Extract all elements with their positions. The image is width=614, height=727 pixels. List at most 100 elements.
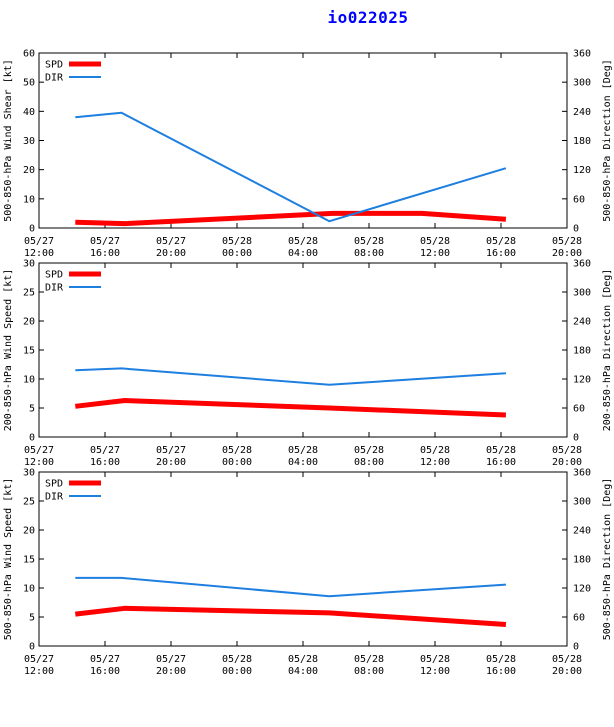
x-tick-label-time: 04:00 (288, 666, 318, 677)
y2-tick-label: 360 (573, 49, 591, 60)
y2-tick-label: 240 (573, 317, 591, 328)
y2-tick-label: 240 (573, 526, 591, 537)
legend-label-spd: SPD (45, 60, 63, 71)
x-tick-label-time: 20:00 (156, 457, 186, 468)
y2-tick-label: 60 (573, 404, 585, 415)
series-line-dir (75, 367, 506, 386)
y-axis-label: 500-850-hPa Wind Shear [kt] (3, 59, 14, 222)
y-tick-label: 30 (23, 259, 35, 270)
legend-label-spd: SPD (45, 270, 63, 281)
series-line-dir (75, 111, 507, 223)
y2-tick-label: 0 (573, 433, 579, 444)
x-tick-label-time: 12:00 (24, 666, 54, 677)
x-tick-label-time: 00:00 (222, 248, 252, 259)
y2-tick-label: 180 (573, 346, 591, 357)
x-tick-label-date: 05/28 (288, 236, 318, 247)
y2-tick-label: 120 (573, 584, 591, 595)
x-tick-label-date: 05/28 (552, 445, 582, 456)
x-tick-label-date: 05/28 (486, 236, 516, 247)
x-tick-label-date: 05/27 (90, 236, 120, 247)
y-tick-label: 0 (29, 224, 35, 235)
y-tick-label: 20 (23, 317, 35, 328)
x-tick-label-date: 05/27 (90, 654, 120, 665)
plot-frame (38, 471, 568, 647)
y2-tick-label: 180 (573, 555, 591, 566)
x-tick-label-date: 05/28 (288, 445, 318, 456)
plot-frame (38, 52, 568, 229)
x-tick-label-date: 05/27 (156, 445, 186, 456)
x-tick-label-time: 16:00 (90, 457, 120, 468)
x-tick-label-time: 16:00 (486, 457, 516, 468)
y-axis-label: 500-850-hPa Wind Speed [kt] (3, 478, 14, 641)
x-tick-label-time: 00:00 (222, 457, 252, 468)
chart-panel-3: 05101520253006012018024030036005/2712:00… (3, 468, 613, 678)
x-tick-label-time: 20:00 (552, 248, 582, 259)
x-tick-label-date: 05/28 (420, 445, 450, 456)
x-tick-label-date: 05/27 (24, 236, 54, 247)
legend-label-dir: DIR (45, 492, 64, 503)
x-tick-label-date: 05/28 (420, 236, 450, 247)
y2-tick-label: 360 (573, 468, 591, 479)
y2-tick-label: 180 (573, 136, 591, 147)
y2-tick-label: 0 (573, 224, 579, 235)
x-tick-label-date: 05/27 (24, 445, 54, 456)
y-tick-label: 10 (23, 194, 35, 205)
x-tick-label-time: 08:00 (354, 666, 384, 677)
y2-tick-label: 60 (573, 613, 585, 624)
plot-frame (38, 262, 568, 438)
y2-tick-label: 300 (573, 288, 591, 299)
chart-panel-2: 05101520253006012018024030036005/2712:00… (3, 259, 613, 469)
x-tick-label-time: 20:00 (552, 457, 582, 468)
y-tick-label: 40 (23, 107, 35, 118)
y2-tick-label: 120 (573, 165, 591, 176)
y2-tick-label: 60 (573, 194, 585, 205)
y-tick-label: 5 (29, 613, 35, 624)
x-tick-label-time: 12:00 (420, 666, 450, 677)
legend-label-dir: DIR (45, 283, 64, 294)
y-tick-label: 0 (29, 642, 35, 653)
x-tick-label-date: 05/27 (156, 654, 186, 665)
y2-axis-label: 500-850-hPa Direction [Deg] (602, 478, 613, 641)
x-tick-label-date: 05/28 (354, 445, 384, 456)
x-tick-label-date: 05/28 (552, 236, 582, 247)
x-tick-label-date: 05/28 (222, 654, 252, 665)
y-tick-label: 15 (23, 346, 35, 357)
y-tick-label: 20 (23, 165, 35, 176)
y-tick-label: 25 (23, 288, 35, 299)
x-tick-label-time: 12:00 (420, 457, 450, 468)
y2-tick-label: 300 (573, 497, 591, 508)
x-tick-label-date: 05/28 (486, 654, 516, 665)
x-tick-label-date: 05/27 (156, 236, 186, 247)
x-tick-label-date: 05/28 (222, 445, 252, 456)
series-line-spd (75, 398, 506, 418)
y-tick-label: 10 (23, 375, 35, 386)
x-tick-label-time: 04:00 (288, 457, 318, 468)
y2-tick-label: 360 (573, 259, 591, 270)
y2-axis-label: 200-850-hPa Direction [Deg] (602, 269, 613, 432)
y-tick-label: 10 (23, 584, 35, 595)
y2-axis-label: 500-850-hPa Direction [Deg] (602, 59, 613, 222)
y-tick-label: 5 (29, 404, 35, 415)
x-tick-label-time: 20:00 (552, 666, 582, 677)
x-tick-label-time: 16:00 (90, 666, 120, 677)
x-tick-label-date: 05/28 (420, 654, 450, 665)
y2-tick-label: 0 (573, 642, 579, 653)
chart-panel-1: 010203040506006012018024030036005/2712:0… (3, 49, 613, 260)
y-tick-label: 30 (23, 136, 35, 147)
y2-tick-label: 120 (573, 375, 591, 386)
y-tick-label: 60 (23, 49, 35, 60)
y-tick-label: 20 (23, 526, 35, 537)
x-tick-label-time: 00:00 (222, 666, 252, 677)
series-line-spd (75, 210, 507, 227)
x-tick-label-date: 05/27 (90, 445, 120, 456)
x-tick-label-time: 12:00 (24, 248, 54, 259)
x-tick-label-time: 16:00 (90, 248, 120, 259)
y2-tick-label: 240 (573, 107, 591, 118)
legend-label-dir: DIR (45, 73, 64, 84)
x-tick-label-time: 16:00 (486, 248, 516, 259)
x-tick-label-date: 05/28 (222, 236, 252, 247)
page-title: io022025 (327, 8, 409, 27)
x-tick-label-time: 04:00 (288, 248, 318, 259)
x-tick-label-time: 20:00 (156, 666, 186, 677)
